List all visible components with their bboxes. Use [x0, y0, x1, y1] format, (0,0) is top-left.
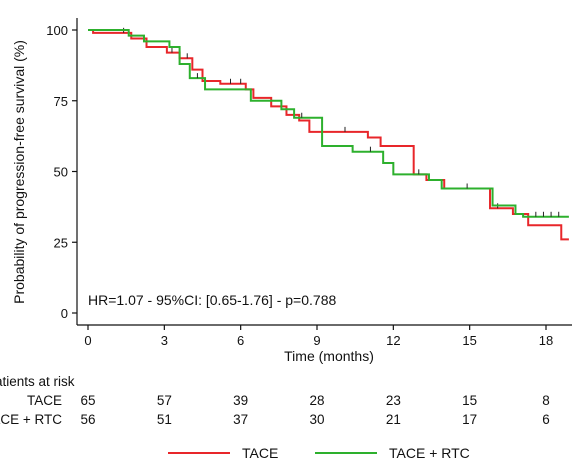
- risk-count: 28: [309, 393, 324, 408]
- risk-count: 17: [462, 412, 477, 427]
- risk-count: 23: [386, 393, 401, 408]
- y-tick-label: 75: [54, 94, 68, 109]
- risk-row-label: TACE: [27, 393, 62, 408]
- y-ticks: 0 25 50 75 100: [46, 23, 77, 321]
- risk-count: 30: [309, 412, 324, 427]
- axes: 0 25 50 75 100 0 3 6 9 12 15 18: [46, 18, 572, 348]
- risk-count: 21: [386, 412, 401, 427]
- y-tick-label: 100: [46, 23, 68, 38]
- risk-count: 15: [462, 393, 477, 408]
- series-group: [88, 27, 569, 241]
- x-tick-label: 12: [386, 333, 400, 348]
- risk-table: Patients at risk TACE 65 57 39 28 23 15 8 TACE +…: [0, 374, 550, 427]
- hr-annotation: HR=1.07 - 95%CI: [0.65-1.76] - p=0.788: [88, 292, 336, 308]
- series-line-tace-rtc: [88, 29, 569, 218]
- x-tick-label: 0: [84, 333, 91, 348]
- x-tick-label: 3: [161, 333, 168, 348]
- risk-count: 57: [157, 393, 172, 408]
- x-tick-label: 6: [237, 333, 244, 348]
- y-tick-label: 25: [54, 235, 68, 250]
- risk-count: 65: [80, 393, 95, 408]
- legend-label: TACE: [242, 445, 278, 461]
- y-tick-label: 50: [54, 165, 68, 180]
- x-axis-title: Time (months): [284, 348, 374, 364]
- risk-row-label: TACE + RTC: [0, 412, 62, 427]
- legend: TACE TACE + RTC: [168, 445, 470, 461]
- risk-count: 39: [233, 393, 248, 408]
- risk-count: 56: [80, 412, 95, 427]
- risk-table-title: Patients at risk: [0, 374, 75, 389]
- y-axis-title: Probability of progression-free survival…: [11, 40, 27, 304]
- y-tick-label: 0: [61, 306, 68, 321]
- risk-count: 8: [542, 393, 550, 408]
- x-tick-label: 18: [539, 333, 553, 348]
- series-line-tace: [88, 29, 569, 241]
- x-tick-label: 15: [462, 333, 476, 348]
- risk-count: 51: [157, 412, 172, 427]
- x-tick-label: 9: [313, 333, 320, 348]
- x-ticks: 0 3 6 9 12 15 18: [84, 325, 553, 348]
- risk-count: 6: [542, 412, 550, 427]
- legend-label: TACE + RTC: [389, 445, 470, 461]
- risk-count: 37: [233, 412, 248, 427]
